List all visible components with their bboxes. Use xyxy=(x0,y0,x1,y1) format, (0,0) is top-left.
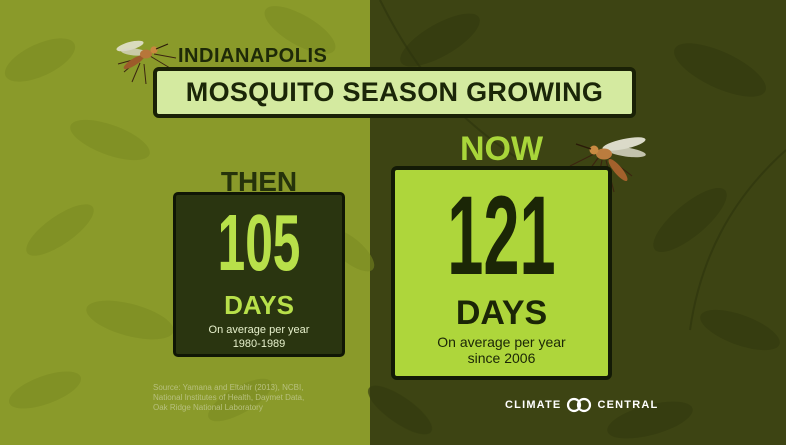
now-value: 121 xyxy=(447,173,556,298)
climate-central-logo-icon xyxy=(567,397,592,413)
now-label: NOW xyxy=(459,130,544,168)
title-banner: MOSQUITO SEASON GROWING xyxy=(153,67,636,118)
now-unit: DAYS xyxy=(455,294,548,332)
now-description: On average per year since 2006 xyxy=(395,334,608,366)
then-stat-card: 105 DAYS On average per year 1980-1989 xyxy=(173,192,345,357)
then-description-line1: On average per year xyxy=(208,324,310,336)
city-name: INDIANAPOLIS xyxy=(178,45,328,67)
source-credit: Source: Yamana and Eltahir (2013), NCBI,… xyxy=(153,383,353,413)
then-value: 105 xyxy=(217,198,301,287)
source-line: Source: Yamana and Eltahir (2013), NCBI, xyxy=(153,383,304,392)
now-stat-card: 121 DAYS On average per year since 2006 xyxy=(391,166,612,380)
then-label: THEN xyxy=(220,166,298,197)
source-line: Oak Ridge National Laboratory xyxy=(153,403,263,412)
then-period: 1980-1989 xyxy=(232,338,286,350)
mosquito-icon xyxy=(116,40,177,85)
now-period: since 2006 xyxy=(467,350,536,366)
now-description-line1: On average per year xyxy=(437,334,566,350)
brand-left-word: CLIMATE xyxy=(505,399,562,411)
page-title: MOSQUITO SEASON GROWING xyxy=(185,77,604,107)
then-unit: DAYS xyxy=(224,290,294,320)
then-description: On average per year 1980-1989 xyxy=(176,323,342,351)
source-line: National Institutes of Health, Daymet Da… xyxy=(153,393,305,402)
brand-right-word: CENTRAL xyxy=(597,399,659,411)
climate-central-logo: CLIMATE CENTRAL xyxy=(505,397,658,413)
